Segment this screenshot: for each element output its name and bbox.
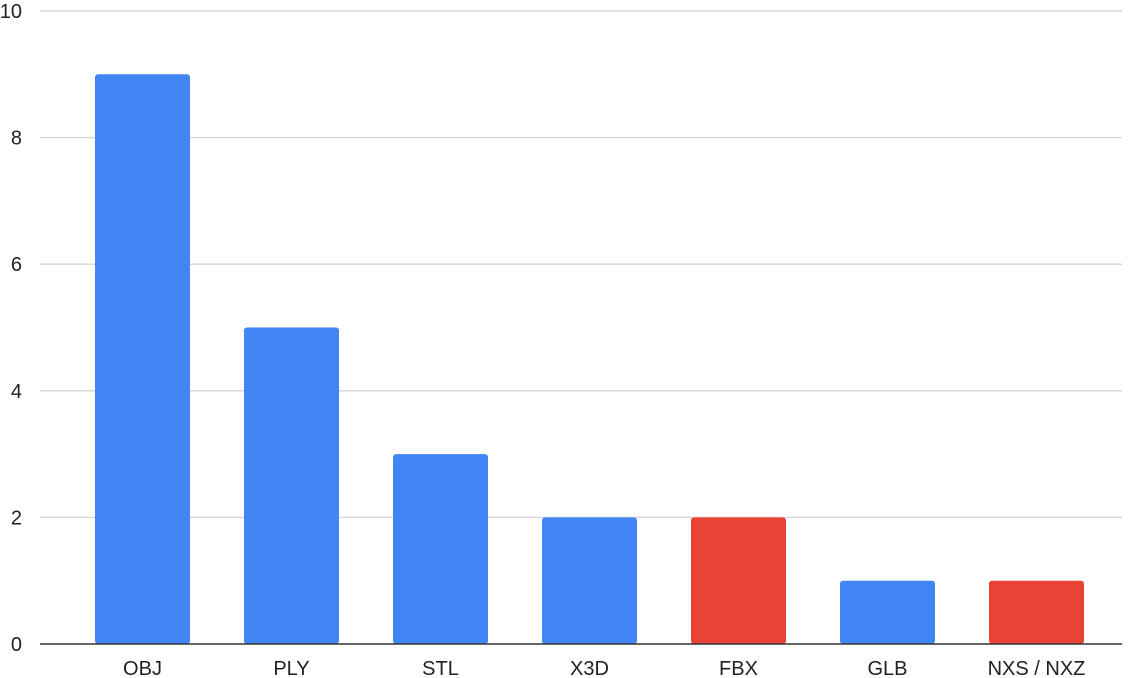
x-tick-label: FBX — [719, 658, 758, 678]
bar-nxs-nxz — [989, 580, 1084, 644]
y-tick-label: 6 — [11, 254, 22, 276]
bar-ply — [244, 327, 339, 644]
x-tick-label: X3D — [570, 658, 609, 678]
y-axis-ticks: 0 2 4 6 8 10 — [0, 1, 22, 656]
y-tick-label: 2 — [11, 507, 22, 529]
x-tick-label: STL — [422, 658, 459, 678]
x-tick-label: OBJ — [123, 658, 162, 678]
gridlines — [40, 10, 1122, 519]
x-axis-ticks: OBJ PLY STL X3D FBX GLB NXS / NXZ — [123, 658, 1085, 678]
bar-stl — [393, 454, 488, 644]
y-tick-label: 8 — [11, 128, 22, 150]
y-tick-label: 4 — [11, 381, 22, 403]
bar-obj — [95, 74, 190, 645]
bar-fbx — [691, 517, 786, 644]
bar-glb — [840, 580, 935, 644]
bar-x3d — [542, 517, 637, 644]
x-tick-label: PLY — [273, 658, 309, 678]
x-tick-label: GLB — [867, 658, 907, 678]
x-tick-label: NXS / NXZ — [988, 658, 1086, 678]
y-tick-label: 10 — [0, 1, 22, 23]
y-tick-label: 0 — [11, 634, 22, 656]
bars — [95, 74, 1084, 645]
